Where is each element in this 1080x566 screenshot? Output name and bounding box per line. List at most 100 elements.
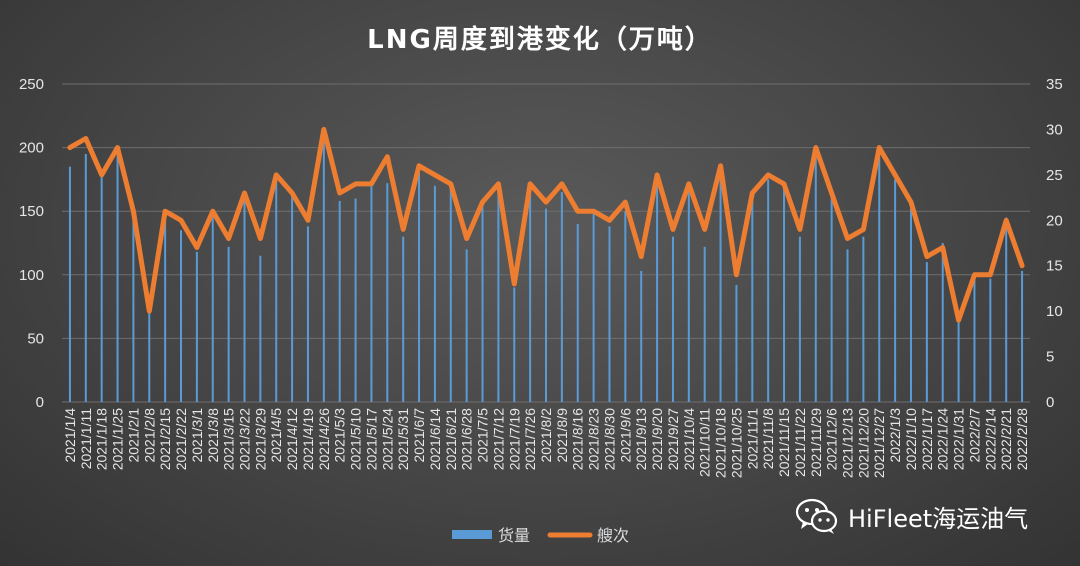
bar [164, 213, 167, 402]
x-tick-label: 2022/1/17 [919, 408, 935, 470]
x-tick-label: 2021/10/11 [697, 408, 713, 477]
x-axis-ticks: 2021/1/4 2021/1/11 2021/1/18 2021/1/25 2021/… [62, 408, 1030, 478]
left-tick-label: 0 [36, 394, 44, 411]
x-tick-label: 2021/5/24 [379, 408, 395, 470]
x-tick-label: 2021/9/27 [665, 408, 681, 470]
right-tick-label: 0 [1046, 394, 1054, 411]
bar [909, 208, 912, 402]
legend-label-cargo: 货量 [498, 526, 530, 545]
bar [687, 188, 690, 402]
x-tick-label: 2021/2/1 [125, 408, 141, 463]
bar [180, 230, 183, 402]
x-tick-label: 2021/3/29 [252, 408, 268, 470]
x-tick-label: 2021/3/8 [205, 408, 221, 463]
bar [386, 183, 389, 402]
x-tick-label: 2022/1/10 [903, 408, 919, 470]
bar [656, 179, 659, 402]
bar [402, 236, 405, 402]
legend: 货量 艘次 [452, 526, 629, 545]
x-tick-label: 2021/2/15 [157, 408, 173, 470]
x-tick-label: 2022/1/3 [887, 408, 903, 463]
bar-series-cargo [68, 134, 1024, 402]
x-tick-label: 2021/3/15 [221, 408, 237, 470]
bar [640, 270, 643, 402]
bar [973, 274, 976, 402]
x-tick-label: 2021/9/13 [633, 408, 649, 470]
x-tick-label: 2022/2/14 [982, 408, 998, 470]
bar [545, 208, 547, 402]
x-tick-label: 2021/1/4 [62, 408, 78, 463]
x-tick-label: 2021/3/1 [189, 408, 205, 463]
bar [878, 156, 881, 402]
bar [989, 278, 992, 402]
watermark-text: HiFleet海运油气 [848, 504, 1029, 533]
x-tick-label: 2021/9/20 [649, 408, 665, 470]
bar [449, 185, 452, 402]
right-tick-label: 25 [1046, 167, 1063, 184]
x-tick-label: 2022/2/28 [1014, 408, 1030, 470]
bar [291, 192, 294, 402]
bar [624, 211, 627, 402]
x-tick-label: 2021/11/22 [792, 408, 808, 477]
x-tick-label: 2021/10/25 [728, 408, 744, 478]
x-tick-label: 2021/6/28 [459, 408, 475, 470]
x-tick-label: 2021/4/26 [316, 408, 332, 470]
bar [481, 207, 484, 402]
x-tick-label: 2021/3/22 [236, 408, 252, 470]
bar [751, 198, 754, 402]
bar [1021, 270, 1024, 402]
x-tick-label: 2022/1/31 [951, 408, 967, 470]
bar [275, 175, 278, 402]
x-tick-label: 2021/12/13 [840, 408, 856, 478]
x-tick-label: 2021/7/19 [506, 408, 522, 470]
x-tick-label: 2021/8/30 [601, 408, 617, 470]
x-tick-label: 2021/11/1 [744, 408, 760, 469]
right-tick-label: 30 [1046, 121, 1063, 138]
right-tick-label: 20 [1046, 212, 1063, 229]
legend-swatch-cargo [452, 530, 492, 539]
x-tick-label: 2021/11/8 [760, 408, 776, 469]
bar [116, 147, 119, 402]
x-tick-label: 2021/12/27 [871, 408, 887, 478]
x-tick-label: 2022/2/21 [998, 408, 1014, 470]
bar [195, 251, 198, 402]
x-tick-label: 2021/7/5 [475, 408, 491, 463]
x-tick-label: 2021/1/25 [110, 408, 126, 470]
x-tick-label: 2021/5/3 [332, 408, 348, 463]
bar [846, 249, 849, 402]
bar [529, 192, 532, 402]
left-tick-label: 250 [19, 76, 44, 93]
x-tick-label: 2021/6/21 [443, 408, 459, 470]
bar [798, 236, 801, 402]
bar [925, 262, 928, 402]
bar [560, 192, 563, 402]
x-tick-label: 2021/7/26 [522, 408, 538, 470]
x-tick-label: 2021/2/22 [173, 408, 189, 470]
x-tick-label: 2021/8/23 [586, 408, 602, 470]
bar [703, 246, 706, 402]
bar [211, 213, 214, 402]
bar [941, 243, 944, 402]
bar [576, 223, 579, 402]
x-tick-label: 2021/12/6 [824, 408, 840, 470]
x-tick-label: 2021/6/14 [427, 408, 443, 470]
bar [830, 198, 833, 402]
x-tick-label: 2021/6/7 [411, 408, 427, 463]
x-tick-label: 2022/1/24 [935, 408, 951, 470]
bar [418, 173, 421, 402]
x-tick-label: 2021/4/19 [300, 408, 316, 470]
bar [497, 185, 500, 402]
bar [513, 287, 516, 402]
left-tick-label: 100 [19, 267, 44, 284]
x-tick-label: 2021/7/12 [490, 408, 506, 470]
x-tick-label: 2021/1/18 [94, 408, 110, 470]
bar [243, 201, 246, 402]
x-tick-label: 2021/8/16 [570, 408, 586, 470]
x-tick-label: 2021/11/29 [808, 408, 824, 477]
x-tick-label: 2021/5/10 [348, 408, 364, 470]
x-tick-label: 2021/10/4 [681, 408, 697, 470]
x-tick-label: 2021/12/20 [855, 408, 871, 478]
right-tick-label: 15 [1046, 258, 1063, 275]
bar [354, 198, 357, 402]
